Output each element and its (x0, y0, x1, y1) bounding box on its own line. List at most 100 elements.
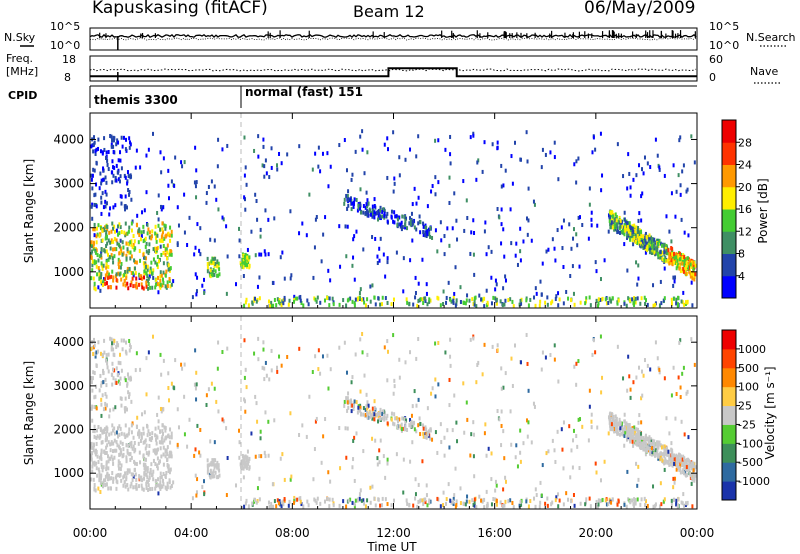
velocity-cell (421, 459, 424, 464)
velocity-cell (328, 504, 331, 509)
power-cell (681, 256, 684, 261)
velocity-cell (241, 459, 244, 464)
velocity-cell (124, 423, 127, 428)
power-cell (413, 186, 416, 191)
power-cell (216, 259, 219, 264)
power-cell (159, 244, 162, 249)
power-cell (159, 274, 162, 279)
velocity-cell (361, 331, 364, 336)
power-cell (141, 210, 144, 215)
power-cell (429, 298, 432, 303)
power-cell (590, 223, 593, 228)
velocity-cell (276, 369, 279, 374)
velocity-cell (588, 404, 591, 409)
velocity-cell (127, 376, 130, 381)
velocity-cell (571, 465, 574, 470)
power-cell (690, 271, 693, 276)
power-cell (649, 240, 652, 245)
velocity-cell (647, 446, 650, 451)
nsearch-label: N.Search (746, 31, 796, 44)
velocity-cell (670, 447, 673, 452)
power-cell (670, 297, 673, 302)
velocity-cell (429, 499, 432, 504)
velocity-cell (214, 463, 217, 468)
velocity-cell (314, 498, 317, 503)
power-cell (353, 303, 356, 308)
power-cell (424, 296, 427, 301)
velocity-cell (596, 425, 599, 430)
velocity-cell (477, 360, 480, 365)
power-cell (205, 200, 208, 205)
power-cell (526, 232, 529, 237)
velocity-cell (451, 428, 454, 433)
velocity-cell (678, 340, 681, 345)
velocity-cell (125, 455, 128, 460)
velocity-cell (599, 499, 602, 504)
power-cell (650, 237, 653, 242)
power-cell (446, 226, 449, 231)
velocity-cell (422, 426, 425, 431)
velocity-cell (352, 404, 355, 409)
power-cell (226, 143, 229, 148)
power-cell (686, 300, 689, 305)
velocity-cell (270, 368, 273, 373)
power-cell (215, 197, 218, 202)
velocity-cell (565, 491, 568, 496)
power-cell (90, 276, 93, 281)
colorbar-tick-label: 8 (738, 248, 745, 261)
velocity-cell (214, 470, 217, 475)
velocity-cell (170, 381, 173, 386)
velocity-cell (691, 504, 694, 509)
power-cell (254, 192, 257, 197)
power-cell (225, 291, 228, 296)
power-cell (645, 234, 648, 239)
power-cell (393, 176, 396, 181)
power-cell (148, 235, 151, 240)
velocity-cell (653, 449, 656, 454)
velocity-cell (221, 350, 224, 355)
velocity-cell (406, 501, 409, 506)
power-cell (316, 295, 319, 300)
power-cell (176, 241, 179, 246)
velocity-cell (544, 501, 547, 506)
power-cell (376, 254, 379, 259)
power-cell (624, 225, 627, 230)
velocity-cell (448, 403, 451, 408)
velocity-cell (510, 442, 513, 447)
power-cell (674, 257, 677, 262)
velocity-cell (161, 435, 164, 440)
velocity-cell (672, 476, 675, 481)
velocity-cell (611, 412, 614, 417)
velocity-cell (686, 457, 689, 462)
noise-panel-frame (89, 27, 698, 51)
power-cell (404, 157, 407, 162)
velocity-cell (472, 420, 475, 425)
velocity-cell (156, 435, 159, 440)
velocity-cell (127, 390, 130, 395)
freq-tick-bottom: 8 (64, 71, 71, 84)
power-cell (653, 240, 656, 245)
power-cell (104, 273, 107, 278)
power-cell (431, 184, 434, 189)
velocity-cell (144, 466, 147, 471)
velocity-cell (267, 453, 270, 458)
velocity-cell (627, 354, 630, 359)
power-cell (169, 238, 172, 243)
velocity-cell (595, 499, 598, 504)
velocity-cell (167, 385, 170, 390)
power-cell (373, 204, 376, 209)
power-cell (358, 295, 361, 300)
velocity-cell (623, 443, 626, 448)
velocity-cell (444, 350, 447, 355)
power-cell (404, 218, 407, 223)
power-cell (473, 272, 476, 277)
power-cell (386, 175, 389, 180)
power-cell (681, 300, 684, 305)
velocity-cell (621, 426, 624, 431)
noise-tick-top-left: 10^5 (50, 20, 80, 33)
power-cell (638, 211, 641, 216)
velocity-cell (658, 440, 661, 445)
velocity-cell (139, 367, 142, 372)
power-cell (174, 155, 177, 160)
